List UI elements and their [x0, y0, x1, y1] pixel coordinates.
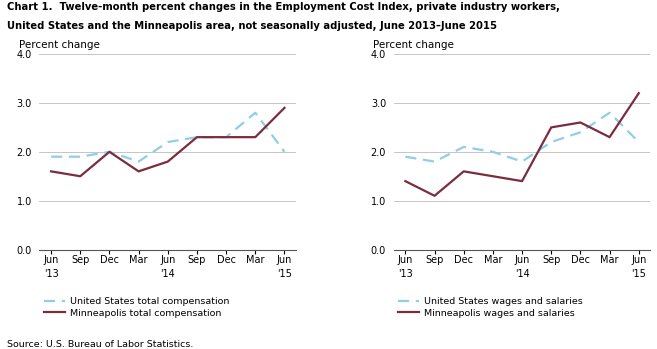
- Minneapolis total compensation: [47, 169, 55, 173]
- Minneapolis total compensation: [106, 150, 114, 154]
- Minneapolis total compensation: [164, 159, 171, 164]
- United States total compensation: [193, 135, 201, 139]
- Minneapolis wages and salaries: [401, 179, 409, 183]
- Line: Minneapolis wages and salaries: Minneapolis wages and salaries: [405, 93, 639, 196]
- United States wages and salaries: [547, 140, 555, 144]
- United States total compensation: [76, 155, 84, 159]
- Minneapolis wages and salaries: [489, 174, 497, 178]
- Text: '14: '14: [160, 269, 175, 279]
- Text: '13: '13: [398, 269, 413, 279]
- United States wages and salaries: [606, 111, 614, 115]
- Minneapolis total compensation: [252, 135, 260, 139]
- Minneapolis wages and salaries: [518, 179, 526, 183]
- Legend: United States total compensation, Minneapolis total compensation: United States total compensation, Minnea…: [44, 297, 229, 318]
- Text: Source: U.S. Bureau of Labor Statistics.: Source: U.S. Bureau of Labor Statistics.: [7, 340, 193, 349]
- United States total compensation: [164, 140, 171, 144]
- Text: United States and the Minneapolis area, not seasonally adjusted, June 2013–June : United States and the Minneapolis area, …: [7, 21, 497, 31]
- Text: '13: '13: [44, 269, 58, 279]
- Minneapolis wages and salaries: [606, 135, 614, 139]
- Minneapolis total compensation: [222, 135, 230, 139]
- Minneapolis wages and salaries: [430, 194, 438, 198]
- United States wages and salaries: [460, 145, 468, 149]
- United States wages and salaries: [430, 159, 438, 164]
- United States wages and salaries: [518, 159, 526, 164]
- Minneapolis wages and salaries: [460, 169, 468, 173]
- Legend: United States wages and salaries, Minneapolis wages and salaries: United States wages and salaries, Minnea…: [398, 297, 583, 318]
- Text: '15: '15: [631, 269, 646, 279]
- United States wages and salaries: [489, 150, 497, 154]
- Text: '14: '14: [514, 269, 530, 279]
- Minneapolis total compensation: [193, 135, 201, 139]
- United States total compensation: [252, 111, 260, 115]
- Minneapolis wages and salaries: [635, 91, 643, 95]
- Minneapolis total compensation: [135, 169, 143, 173]
- Line: United States wages and salaries: United States wages and salaries: [405, 113, 639, 162]
- United States total compensation: [135, 159, 143, 164]
- Text: Percent change: Percent change: [373, 40, 454, 50]
- Minneapolis wages and salaries: [547, 125, 555, 129]
- United States wages and salaries: [635, 140, 643, 144]
- Minneapolis total compensation: [76, 174, 84, 178]
- Text: Chart 1.  Twelve-month percent changes in the Employment Cost Index, private ind: Chart 1. Twelve-month percent changes in…: [7, 2, 560, 12]
- United States total compensation: [222, 135, 230, 139]
- United States total compensation: [106, 150, 114, 154]
- United States wages and salaries: [401, 155, 409, 159]
- United States wages and salaries: [576, 130, 584, 134]
- Text: Percent change: Percent change: [19, 40, 100, 50]
- Text: '15: '15: [277, 269, 292, 279]
- Line: Minneapolis total compensation: Minneapolis total compensation: [51, 108, 284, 176]
- United States total compensation: [281, 150, 288, 154]
- Line: United States total compensation: United States total compensation: [51, 113, 284, 162]
- Minneapolis wages and salaries: [576, 120, 584, 125]
- Minneapolis total compensation: [281, 106, 288, 110]
- United States total compensation: [47, 155, 55, 159]
